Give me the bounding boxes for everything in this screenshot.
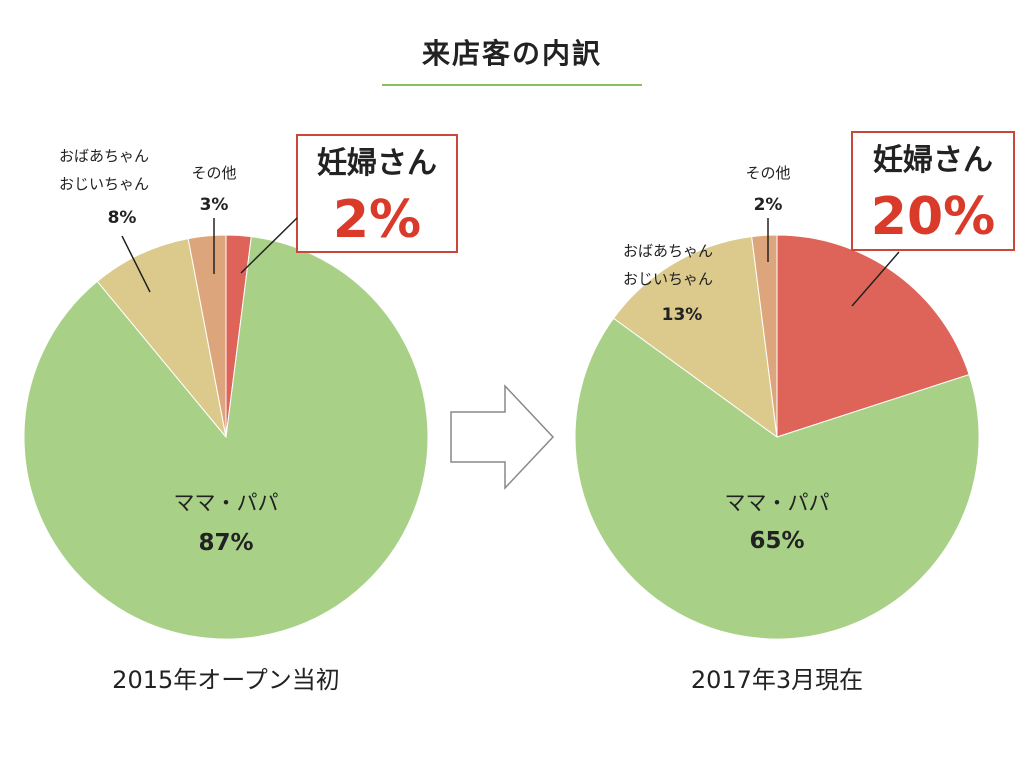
slice-value-other: 3%	[200, 195, 229, 215]
right-arrow-icon	[450, 384, 555, 490]
pie-slice-other	[187, 234, 227, 438]
slice-label-pregnant: 妊婦さん	[873, 143, 993, 178]
chart-title: 来店客の内訳	[421, 37, 602, 70]
slice-label-grandparents-line1: おばあちゃん	[623, 242, 713, 260]
pie-slice-pregnant	[776, 234, 970, 438]
highlight-box-pregnant	[851, 131, 1015, 251]
slice-label-other: その他	[745, 164, 790, 182]
pie-slice-parents	[23, 236, 429, 640]
highlight-box-pregnant	[296, 134, 458, 253]
title-underline	[382, 84, 642, 86]
chart-caption: 2017年3月現在	[691, 666, 863, 694]
chart-caption: 2015年オープン当初	[112, 666, 340, 694]
slice-label-grandparents-line2: おじいちゃん	[59, 175, 149, 193]
slice-label-other: その他	[191, 164, 236, 182]
slice-label-parents: ママ・パパ	[725, 491, 830, 515]
slice-label-parents: ママ・パパ	[174, 491, 279, 515]
slice-label-grandparents-line1: おばあちゃん	[59, 147, 149, 165]
slice-value-other: 2%	[754, 195, 783, 215]
slice-value-pregnant: 20%	[871, 187, 995, 247]
leader-line-pregnant	[240, 217, 298, 274]
slice-label-pregnant: 妊婦さん	[317, 146, 437, 181]
pie-slice-parents	[574, 317, 980, 640]
pie-slice-grandparents	[96, 237, 227, 438]
slice-value-grandparents: 8%	[108, 208, 137, 228]
leader-line-grandparents	[121, 235, 151, 293]
pie-slice-grandparents	[612, 236, 778, 439]
slice-value-parents: 65%	[749, 528, 804, 554]
slice-value-pregnant: 2%	[333, 190, 421, 250]
slice-value-parents: 87%	[198, 530, 253, 556]
pie-slice-other	[751, 234, 778, 438]
slice-label-grandparents-line2: おじいちゃん	[623, 270, 713, 288]
slice-value-grandparents: 13%	[662, 305, 703, 325]
leader-line-pregnant	[851, 251, 900, 307]
